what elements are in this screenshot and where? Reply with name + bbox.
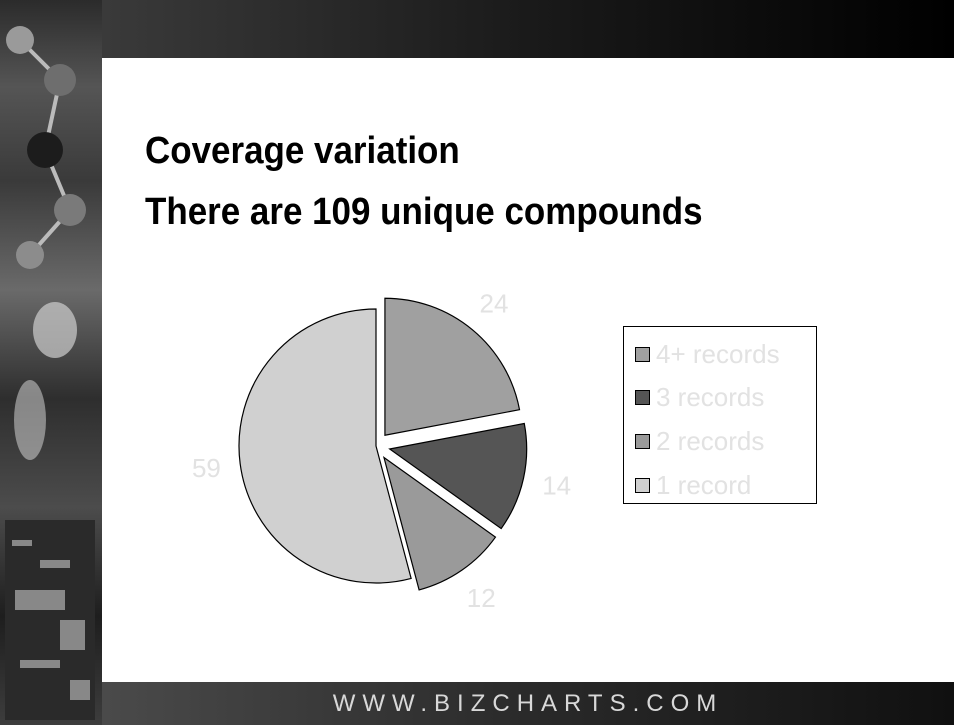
slide-subtitle: There are 109 unique compounds <box>145 191 703 233</box>
legend-item-2-records: 2 records <box>635 426 764 456</box>
legend-label: 2 records <box>656 425 765 456</box>
data-label-4-records: 24 <box>480 289 509 319</box>
footer-bar: WWW.BIZCHARTS.COM <box>102 682 954 725</box>
legend-label: 4+ records <box>656 338 780 369</box>
pie-slice-3-records <box>388 422 528 530</box>
legend-item-1-record: 1 record <box>635 470 751 500</box>
chart-legend: 4+ records 3 records 2 records 1 record <box>623 326 817 504</box>
footer-url: WWW.BIZCHARTS.COM <box>332 689 724 717</box>
decorative-molecule-strip <box>0 0 102 725</box>
pie-slice-4-records <box>384 297 521 436</box>
data-label-2-records: 12 <box>467 583 496 613</box>
legend-label: 1 record <box>656 469 752 500</box>
top-banner <box>102 0 954 58</box>
legend-swatch <box>635 477 650 493</box>
data-label-1-record: 59 <box>192 453 221 483</box>
legend-swatch <box>635 346 650 362</box>
slide-title: Coverage variation <box>145 130 460 172</box>
legend-label: 3 records <box>656 381 765 412</box>
legend-item-3-records: 3 records <box>635 382 764 412</box>
legend-swatch <box>635 389 650 405</box>
data-label-3-records: 14 <box>542 471 571 501</box>
molecule-decoration-icon <box>5 26 95 720</box>
legend-item-4-records: 4+ records <box>635 339 780 369</box>
legend-swatch <box>635 433 650 449</box>
pie-slice-2-records <box>382 456 497 591</box>
pie-slice-1-record <box>238 308 412 584</box>
